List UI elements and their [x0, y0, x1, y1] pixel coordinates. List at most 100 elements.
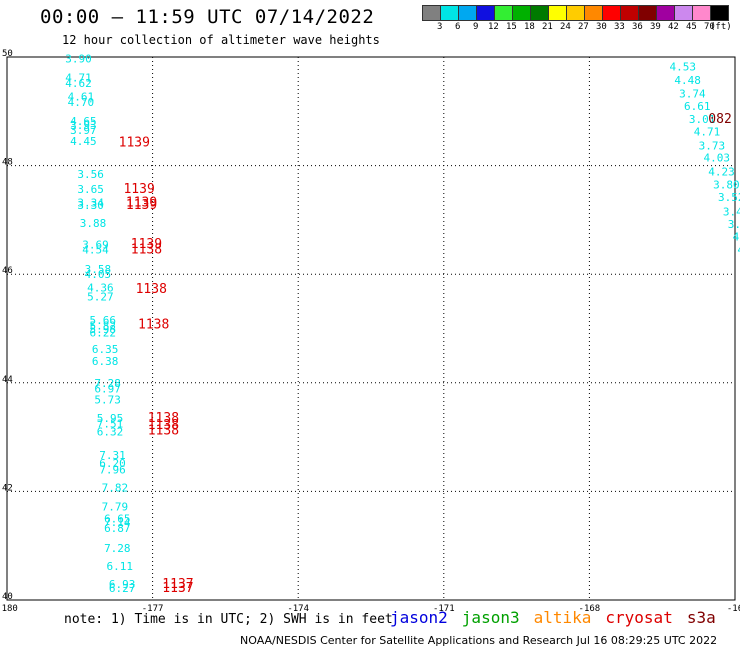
time-label: 1139: [126, 195, 157, 210]
swh-value-label: 6.35: [92, 343, 119, 356]
swh-value-label: 7.31: [99, 449, 126, 462]
swh-value-label: 6.11: [106, 560, 133, 573]
swh-value-label: 3.80: [713, 178, 740, 191]
x-tick-label: -174: [287, 604, 309, 614]
legend-bin-label: 21: [542, 22, 553, 32]
swh-value-label: 6.22: [90, 327, 117, 340]
swh-value-label: 3.56: [77, 168, 104, 181]
y-tick-label: 42: [2, 483, 13, 493]
x-tick-label: -16: [727, 604, 740, 614]
swh-value-label: 4.70: [68, 96, 95, 109]
legend-unit: (ft): [710, 22, 732, 32]
time-label: 1138: [136, 282, 167, 297]
swh-value-label: 6.93: [109, 578, 136, 591]
swh-value-label: 4.62: [65, 77, 92, 90]
legend-bin-label: 27: [578, 22, 589, 32]
swh-value-label: 3.67: [728, 218, 740, 231]
time-label: 1138: [131, 243, 162, 258]
legend-bin-label: 30: [596, 22, 607, 32]
swh-value-label: 7.96: [99, 463, 126, 476]
swh-value-label: 4.71: [694, 126, 721, 139]
swh-value-label: 4.71: [65, 71, 92, 84]
x-tick-label: -180: [0, 604, 18, 614]
plot-frame: [6, 56, 736, 601]
swh-value-label: 3.69: [82, 239, 109, 252]
swh-value-label: 3.01: [689, 113, 716, 126]
swh-value-label: 6.20: [99, 457, 126, 470]
footer-note: note: 1) Time is in UTC; 2) SWH is in fe…: [64, 612, 393, 627]
legend-bin-label: 6: [455, 22, 461, 32]
swh-value-label: 3.93: [70, 119, 97, 132]
legend-bin-label: 15: [506, 22, 517, 32]
swh-value-label: 3.65: [77, 183, 104, 196]
time-label: 1138: [148, 423, 179, 438]
swh-value-label: 6.87: [104, 522, 131, 535]
swh-value-label: 5.73: [94, 393, 121, 406]
swh-value-label: 7.28: [104, 542, 131, 555]
swh-value-label: 3.52: [718, 191, 740, 204]
chart-subtitle: 12 hour collection of altimeter wave hei…: [62, 33, 380, 47]
swh-value-label: 3.34: [77, 196, 104, 209]
y-tick-label: 48: [2, 158, 13, 168]
swh-value-label: 3.97: [70, 124, 97, 137]
legend-bin-label: 18: [524, 22, 535, 32]
swh-value-label: 4.65: [70, 115, 97, 128]
swh-value-label: 5.82: [90, 320, 117, 333]
swh-value-label: 7.82: [102, 481, 129, 494]
swh-value-label: 6.32: [97, 425, 124, 438]
time-label: 1139: [119, 136, 150, 151]
legend-bin-label: 24: [560, 22, 571, 32]
time-label: 082: [708, 112, 731, 127]
x-tick-label: -177: [142, 604, 164, 614]
swh-value-label: 3.90: [65, 52, 92, 65]
credit-line: NOAA/NESDIS Center for Satellite Applica…: [240, 634, 718, 647]
mission-s3a: s3a: [686, 608, 716, 627]
y-tick-label: 44: [2, 375, 13, 385]
y-tick-label: 46: [2, 266, 13, 276]
swh-value-label: 4.05: [85, 268, 112, 281]
swh-value-label: 4.03: [703, 151, 730, 164]
swh-value-label: 6.97: [94, 383, 121, 396]
legend-bin-label: 70: [704, 22, 715, 32]
x-tick-label: -171: [433, 604, 455, 614]
time-label: 1137: [162, 581, 193, 596]
time-label: 1139: [123, 182, 154, 197]
mission-legend: jason2 jason3 altika cryosat s3a: [390, 608, 730, 627]
y-tick-label: 40: [2, 592, 13, 602]
swh-value-label: 5.98: [90, 323, 117, 336]
mission-jason3: jason3: [461, 608, 520, 627]
swh-value-label: 3.58: [85, 263, 112, 276]
swh-value-label: 6.65: [104, 512, 131, 525]
time-label: 1139: [126, 198, 157, 213]
swh-value-label: 7.28: [94, 377, 121, 390]
swh-value-label: 3.44: [723, 206, 740, 219]
swh-value-label: 4.48: [674, 74, 701, 87]
time-label: 1138: [138, 318, 169, 333]
swh-value-label: 6.38: [92, 355, 119, 368]
swh-value-label: 6.27: [109, 582, 136, 595]
chart-title: 00:00 — 11:59 UTC 07/14/2022: [40, 6, 375, 28]
color-legend: [422, 5, 729, 21]
swh-value-label: 5.66: [90, 314, 117, 327]
swh-value-label: 4.61: [68, 90, 95, 103]
mission-altika: altika: [533, 608, 592, 627]
legend-bin-label: 39: [650, 22, 661, 32]
swh-value-label: 7.14: [104, 516, 131, 529]
time-label: 1138: [148, 411, 179, 426]
swh-value-label: 4.36: [87, 282, 114, 295]
legend-bin-label: 12: [488, 22, 499, 32]
swh-value-label: 3.30: [77, 199, 104, 212]
swh-value-label: 3.73: [699, 139, 726, 152]
time-label: 1138: [148, 418, 179, 433]
swh-value-label: 5.27: [87, 290, 114, 303]
legend-bin-label: 36: [632, 22, 643, 32]
swh-value-label: 3.74: [679, 88, 706, 101]
legend-bin-label: 45: [686, 22, 697, 32]
y-tick-label: 50: [2, 49, 13, 59]
swh-value-label: 4.45: [70, 135, 97, 148]
legend-bin-label: 33: [614, 22, 625, 32]
swh-value-label: 5.95: [97, 412, 124, 425]
swh-value-label: 7.51: [97, 417, 124, 430]
legend-bin-label: 42: [668, 22, 679, 32]
